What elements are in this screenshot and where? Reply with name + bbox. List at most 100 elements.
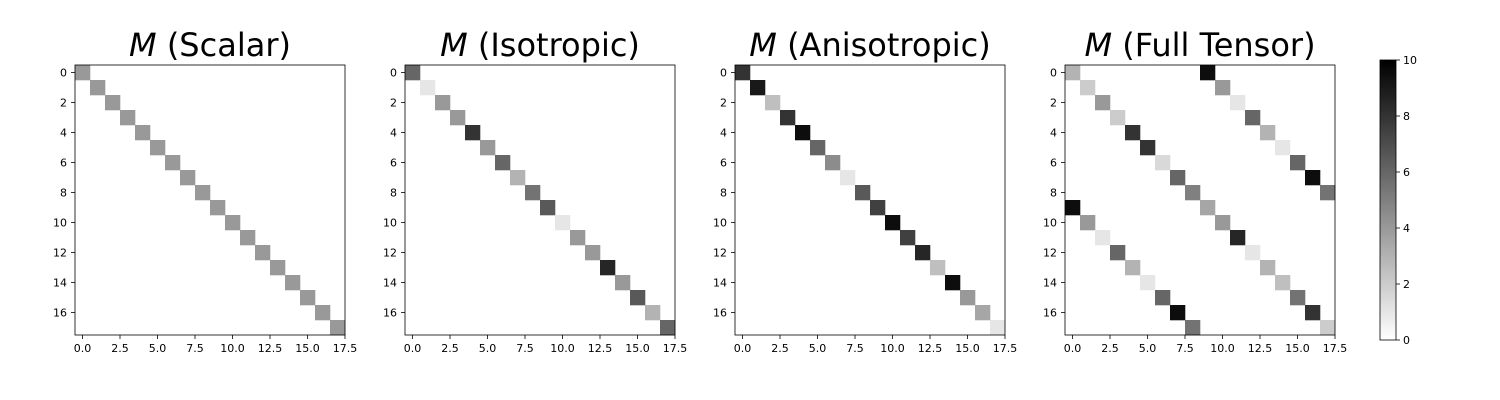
y-tick-label: 12 — [383, 247, 397, 260]
y-tick-label: 0 — [60, 67, 67, 80]
x-tick-label: 0.0 — [734, 342, 752, 355]
heatmap-cell — [255, 245, 271, 261]
heatmap-cell — [1095, 95, 1111, 111]
y-tick-label: 6 — [60, 157, 67, 170]
x-tick-label: 7.5 — [516, 342, 534, 355]
heatmap-cell — [885, 215, 901, 231]
x-tick-label: 10.0 — [1210, 342, 1235, 355]
heatmap-cell — [600, 260, 616, 276]
heatmap-cell — [645, 305, 661, 321]
colorbar-tick-label: 10 — [1403, 54, 1417, 67]
x-tick-label: 2.5 — [1101, 342, 1119, 355]
y-tick-label: 8 — [720, 187, 727, 200]
colorbar-tick-label: 4 — [1403, 222, 1410, 235]
x-tick-label: 10.0 — [220, 342, 245, 355]
colorbar-tick-label: 0 — [1403, 334, 1410, 347]
y-tick-label: 0 — [390, 67, 397, 80]
title-text: (Anisotropic) — [777, 26, 991, 64]
x-tick-label: 5.0 — [1139, 342, 1157, 355]
heatmap-cell — [1185, 185, 1201, 201]
y-tick-label: 12 — [1043, 247, 1057, 260]
panel-3: M (Full Tensor) 0.0 2.5 5.0 7.5 10.0 12.5 15.0 1… — [1043, 26, 1347, 355]
panel-title: M (Anisotropic) — [749, 26, 990, 64]
heatmap-cell — [420, 80, 436, 96]
heatmap-cell — [1230, 95, 1246, 111]
colorbar-tick-label: 8 — [1403, 110, 1410, 123]
x-tick-label: 5.0 — [149, 342, 167, 355]
y-tick-label: 12 — [713, 247, 727, 260]
heatmap-cell — [810, 140, 826, 156]
heatmap-cell — [870, 200, 886, 216]
heatmap-cell — [615, 275, 631, 291]
heatmap-cell — [165, 155, 181, 171]
heatmap-cell — [945, 275, 961, 291]
y-tick-label: 14 — [53, 277, 67, 290]
heatmap-cell — [660, 320, 676, 336]
y-tick-label: 10 — [1043, 217, 1057, 230]
x-tick-label: 10.0 — [880, 342, 905, 355]
heatmap-cell — [960, 290, 976, 306]
title-text: (Full Tensor) — [1112, 26, 1316, 64]
x-tick-label: 17.5 — [1323, 342, 1348, 355]
heatmap-cell — [1290, 290, 1306, 306]
x-tick-label: 10.0 — [550, 342, 575, 355]
y-tick-label: 0 — [720, 67, 727, 80]
y-tick-label: 4 — [720, 127, 727, 140]
heatmap-cell — [1290, 155, 1306, 171]
x-tick-label: 7.5 — [846, 342, 864, 355]
title-symbol: M — [440, 26, 468, 64]
y-tick-label: 14 — [713, 277, 727, 290]
heatmap-cell — [1305, 305, 1321, 321]
y-tick-label: 8 — [390, 187, 397, 200]
heatmap-cell — [1200, 65, 1216, 81]
heatmap-cell — [585, 245, 601, 261]
heatmap-cell — [855, 185, 871, 201]
heatmap-cell — [90, 80, 106, 96]
y-tick-label: 10 — [53, 217, 67, 230]
y-tick-label: 16 — [1043, 307, 1057, 320]
y-tick-label: 10 — [713, 217, 727, 230]
x-tick-label: 0.0 — [74, 342, 92, 355]
heatmap-cell — [75, 65, 91, 81]
heatmap-cell — [450, 110, 466, 126]
heatmap-cell — [510, 170, 526, 186]
y-tick-label: 2 — [60, 97, 67, 110]
x-tick-label: 17.5 — [333, 342, 358, 355]
y-tick-label: 6 — [390, 157, 397, 170]
heatmap-cell — [135, 125, 151, 141]
colorbar: 0 2 4 6 8 10 — [1379, 54, 1417, 347]
heatmap-cell — [465, 125, 481, 141]
x-tick-label: 17.5 — [993, 342, 1018, 355]
heatmap-cell — [1305, 170, 1321, 186]
heatmap-cell — [570, 230, 586, 246]
y-tick-label: 2 — [390, 97, 397, 110]
y-tick-label: 2 — [720, 97, 727, 110]
heatmap-cell — [195, 185, 211, 201]
x-tick-label: 0.0 — [404, 342, 422, 355]
heatmap-cell — [795, 125, 811, 141]
y-tick-label: 16 — [713, 307, 727, 320]
heatmap-cell — [1110, 245, 1126, 261]
heatmap-cell — [930, 260, 946, 276]
heatmap-cell — [975, 305, 991, 321]
heatmap-cell — [1095, 230, 1111, 246]
axes-frame — [74, 64, 346, 336]
heatmap-cell — [330, 320, 346, 336]
heatmap-cell — [270, 260, 286, 276]
heatmap-cell — [1170, 305, 1186, 321]
panel-title: M (Full Tensor) — [1084, 26, 1315, 64]
heatmap-cell — [840, 170, 856, 186]
heatmap-cell — [300, 290, 316, 306]
panel-title: M (Scalar) — [129, 26, 291, 64]
heatmap-cell — [1245, 110, 1261, 126]
heatmap-cell — [120, 110, 136, 126]
panel-2: M (Anisotropic) 0.0 2.5 5.0 7.5 10.0 12.5 15.0 1… — [713, 26, 1017, 355]
x-tick-label: 5.0 — [479, 342, 497, 355]
x-tick-label: 15.0 — [955, 342, 980, 355]
x-tick-label: 15.0 — [1285, 342, 1310, 355]
x-tick-label: 12.5 — [1248, 342, 1273, 355]
heatmap-cell — [1080, 215, 1096, 231]
x-tick-label: 15.0 — [295, 342, 320, 355]
panel-1: M (Isotropic) 0.0 2.5 5.0 7.5 10.0 12.5 15.0 17.… — [383, 26, 687, 355]
heatmap-cell — [1140, 275, 1156, 291]
